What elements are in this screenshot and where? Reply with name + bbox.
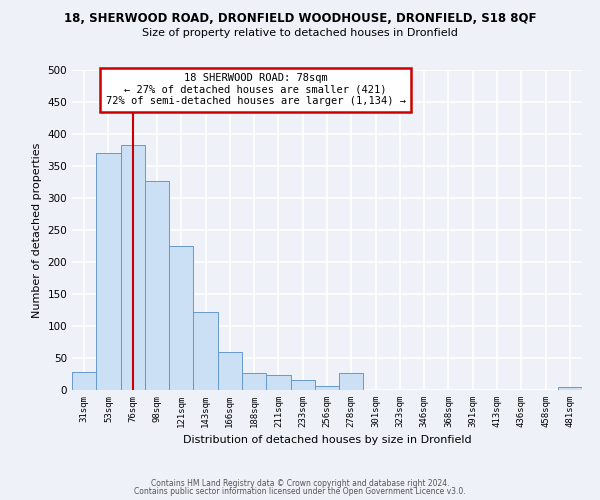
Bar (121, 145, 145, 390)
Bar (266, 376, 290, 390)
X-axis label: Distribution of detached houses by size in Dronfield: Distribution of detached houses by size … (182, 436, 472, 446)
Bar (290, 380, 315, 390)
Bar (218, 352, 242, 390)
Bar (315, 386, 339, 390)
Bar (169, 246, 193, 390)
Bar (96, 153, 121, 390)
Bar (558, 387, 582, 390)
Bar (242, 372, 266, 390)
Y-axis label: Number of detached properties: Number of detached properties (32, 142, 42, 318)
Bar (72, 372, 96, 390)
Text: Contains public sector information licensed under the Open Government Licence v3: Contains public sector information licen… (134, 487, 466, 496)
Bar (339, 372, 364, 390)
Bar (145, 180, 169, 390)
Text: 18 SHERWOOD ROAD: 78sqm
← 27% of detached houses are smaller (421)
72% of semi-d: 18 SHERWOOD ROAD: 78sqm ← 27% of detache… (106, 73, 406, 106)
Text: Contains HM Land Registry data © Crown copyright and database right 2024.: Contains HM Land Registry data © Crown c… (151, 478, 449, 488)
Text: Size of property relative to detached houses in Dronfield: Size of property relative to detached ho… (142, 28, 458, 38)
Bar (193, 312, 218, 390)
Text: 18, SHERWOOD ROAD, DRONFIELD WOODHOUSE, DRONFIELD, S18 8QF: 18, SHERWOOD ROAD, DRONFIELD WOODHOUSE, … (64, 12, 536, 26)
